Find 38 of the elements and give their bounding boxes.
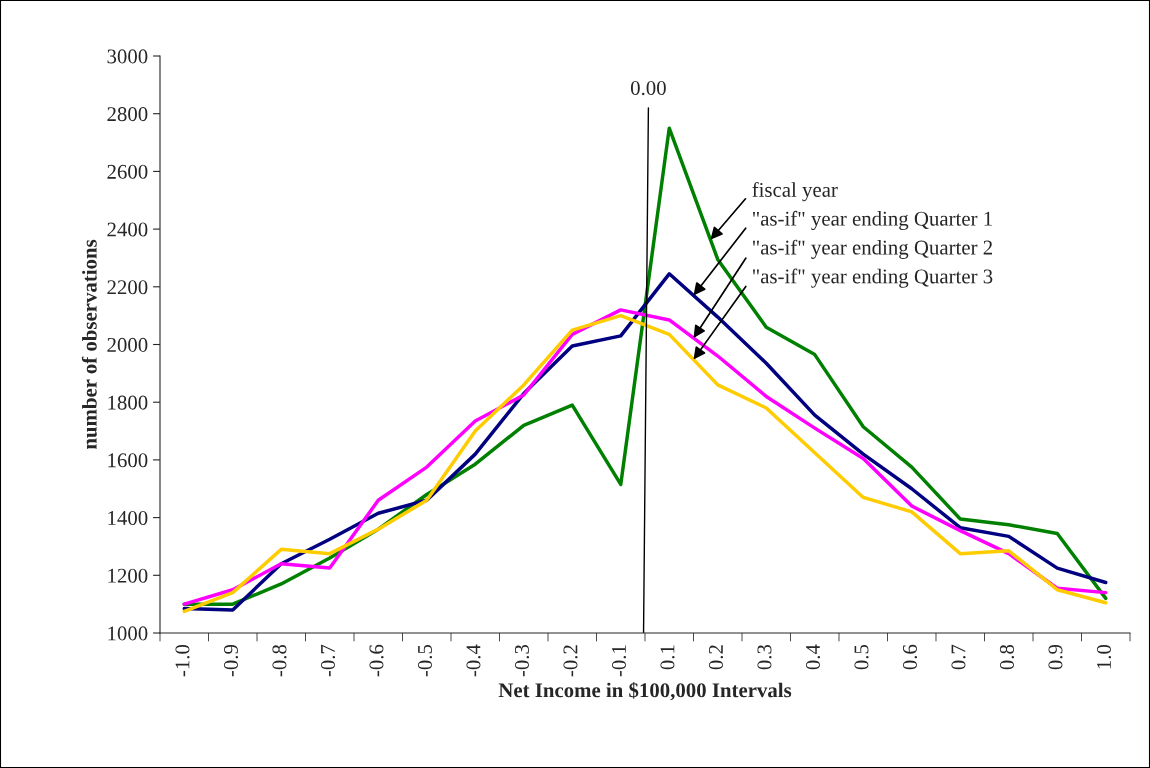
y-tick-label: 1000 — [108, 626, 148, 641]
y-tick-label: 2800 — [107, 107, 148, 122]
text: "as-if" year ending Quarter 1 — [752, 210, 992, 231]
x-tick-label: -0.6 — [369, 644, 384, 677]
x-tick-label: -0.7 — [320, 644, 336, 677]
y-tick-label: 1200 — [108, 568, 148, 583]
x-tick-label: 0.3 — [757, 644, 772, 670]
y-tick-label: 1400 — [108, 510, 148, 526]
x-tick-label: 0.4 — [805, 644, 821, 670]
x-tick-label: -0.3 — [514, 644, 530, 677]
y-tick-label: 2600 — [107, 164, 148, 179]
x-tick-label: 0.8 — [999, 644, 1015, 670]
y-tick-label: 2400 — [107, 222, 148, 237]
text: "as-if" year ending Quarter 2 — [752, 239, 992, 259]
x-tick-label: -0.2 — [563, 645, 578, 677]
y-axis-title: number of observations — [81, 239, 97, 450]
y-tick-label: 2000 — [107, 337, 148, 352]
x-tick-label: -0.8 — [272, 644, 287, 677]
annotation: 0.00 — [630, 80, 666, 96]
y-tick-label: 1600 — [108, 453, 148, 468]
x-tick-label: 0.6 — [902, 644, 918, 670]
x-tick-label: 0.5 — [854, 644, 869, 670]
x-tick-label: 0.7 — [951, 644, 966, 670]
text: fiscal year — [752, 182, 838, 202]
y-tick-label: 2200 — [107, 280, 148, 295]
x-axis-title: Net Income in $100,000 Intervals — [498, 682, 792, 701]
x-tick-label: -0.1 — [611, 645, 627, 677]
y-tick-label: 1800 — [108, 395, 148, 410]
x-tick-label: 0.1 — [660, 645, 675, 670]
text: "as-if" year ending Quarter 3 — [752, 268, 993, 288]
x-tick-label: 0.9 — [1048, 644, 1063, 670]
x-tick-label: 0.2 — [708, 645, 724, 670]
x-tick-label: -0.4 — [466, 644, 481, 677]
x-tick-label: 1.0 — [1096, 644, 1112, 669]
x-tick-label: -1.0 — [175, 644, 190, 677]
y-tick-label: 3000 — [107, 49, 148, 64]
x-tick-label: -0.5 — [417, 644, 433, 677]
x-tick-label: -0.9 — [223, 644, 239, 677]
